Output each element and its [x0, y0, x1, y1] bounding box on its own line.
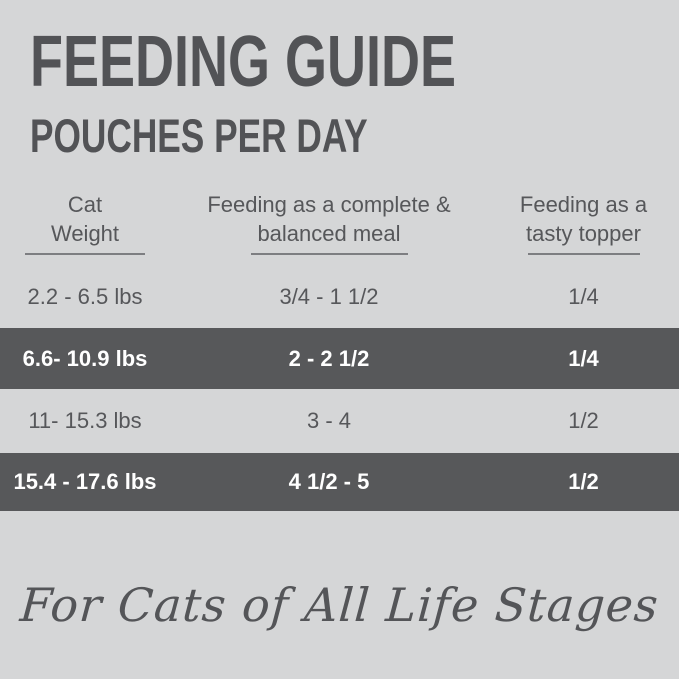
- header-line: Weight: [50, 221, 120, 246]
- header-line: Feeding as a complete &: [207, 192, 451, 217]
- cell-weight: 6.6- 10.9 lbs: [22, 345, 148, 371]
- column-header-tasty-topper: Feeding as a tasty topper: [488, 190, 679, 255]
- column-header-complete-meal: Feeding as a complete & balanced meal: [170, 190, 488, 255]
- header-underline: [250, 253, 408, 255]
- table-row: 11- 15.3 lbs 3 - 4 1/2: [0, 389, 679, 453]
- header-line: balanced meal: [257, 221, 401, 246]
- cell-weight: 11- 15.3 lbs: [28, 408, 142, 433]
- cell-meal-pouches: 3/4 - 1 1/2: [279, 284, 379, 309]
- cell-meal-pouches: 2 - 2 1/2: [288, 345, 370, 371]
- page-title: FEEDING GUIDE: [30, 22, 457, 102]
- table-row: 2.2 - 6.5 lbs 3/4 - 1 1/2 1/4: [0, 266, 679, 328]
- header-underline: [527, 253, 640, 255]
- cell-weight: 2.2 - 6.5 lbs: [27, 284, 143, 309]
- table-header-row: Cat Weight Feeding as a complete & balan…: [0, 190, 679, 266]
- table-row-highlighted: 6.6- 10.9 lbs 2 - 2 1/2 1/4: [0, 328, 679, 389]
- cell-topper-pouches: 1/2: [568, 408, 599, 433]
- title-block: FEEDING GUIDE POUCHES PER DAY: [30, 26, 598, 159]
- cell-topper-pouches: 1/2: [568, 469, 599, 494]
- header-line: Feeding as a: [519, 192, 648, 217]
- feeding-table: Cat Weight Feeding as a complete & balan…: [0, 190, 679, 511]
- header-line: tasty topper: [526, 221, 641, 246]
- header-underline: [25, 253, 145, 255]
- column-header-cat-weight: Cat Weight: [0, 190, 170, 255]
- table-row-highlighted: 15.4 - 17.6 lbs 4 1/2 - 5 1/2: [0, 453, 679, 511]
- page-subtitle: POUCHES PER DAY: [30, 109, 368, 162]
- cell-meal-pouches: 4 1/2 - 5: [288, 469, 370, 494]
- cell-meal-pouches: 3 - 4: [306, 408, 352, 433]
- cell-topper-pouches: 1/4: [568, 345, 599, 371]
- cell-topper-pouches: 1/4: [568, 284, 599, 309]
- header-line: Cat: [67, 192, 103, 217]
- cell-weight: 15.4 - 17.6 lbs: [13, 469, 157, 494]
- life-stages-tagline: For Cats of All Life Stages: [18, 578, 661, 632]
